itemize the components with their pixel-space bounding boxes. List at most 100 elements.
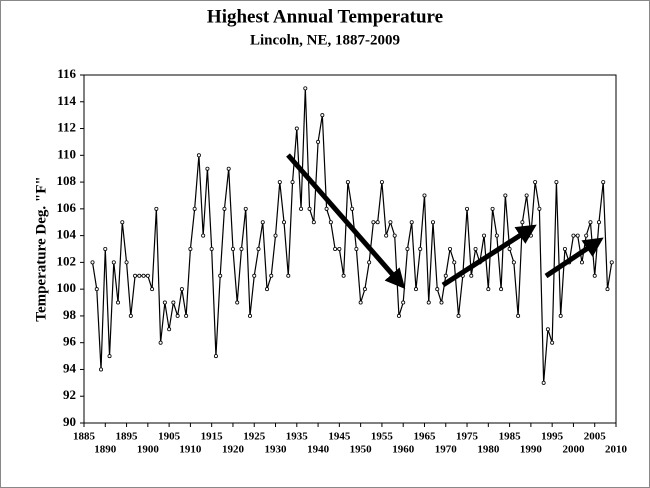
point xyxy=(145,273,150,278)
y-tick-label: 108 xyxy=(57,173,77,188)
point xyxy=(367,260,372,265)
point xyxy=(494,233,499,238)
point xyxy=(311,220,316,225)
x-tick-label: 2010 xyxy=(605,444,628,456)
x-tick-label: 1955 xyxy=(371,431,394,443)
point xyxy=(409,220,414,225)
point xyxy=(550,340,555,345)
point xyxy=(482,233,487,238)
y-tick-label: 106 xyxy=(57,200,77,215)
point xyxy=(99,367,104,372)
x-tick-label: 1910 xyxy=(179,444,202,456)
point xyxy=(111,260,116,265)
point xyxy=(345,180,350,185)
point xyxy=(265,287,270,292)
point xyxy=(465,206,470,211)
chart-title: Highest Annual Temperature xyxy=(207,6,443,27)
point xyxy=(486,287,491,292)
point xyxy=(150,287,155,292)
point xyxy=(133,273,138,278)
point xyxy=(596,220,601,225)
x-tick-label: 1980 xyxy=(477,444,500,456)
x-tick-label: 1975 xyxy=(456,431,479,443)
point xyxy=(299,206,304,211)
y-tick-label: 92 xyxy=(63,387,76,402)
point xyxy=(222,206,227,211)
point xyxy=(273,233,278,238)
point xyxy=(584,233,589,238)
point xyxy=(350,206,355,211)
y-tick-label: 100 xyxy=(57,280,77,295)
point xyxy=(94,287,99,292)
point xyxy=(337,246,342,251)
point xyxy=(303,86,308,91)
y-tick-label: 112 xyxy=(57,120,76,135)
point xyxy=(324,206,329,211)
point xyxy=(294,126,299,131)
point xyxy=(507,246,512,251)
arrow xyxy=(441,224,537,288)
point xyxy=(260,220,265,225)
point xyxy=(252,273,257,278)
point xyxy=(213,354,218,359)
point xyxy=(384,233,389,238)
point xyxy=(392,233,397,238)
x-tick-label: 1965 xyxy=(413,431,436,443)
x-tick-label: 1995 xyxy=(541,431,564,443)
point xyxy=(601,180,606,185)
point xyxy=(328,220,333,225)
point xyxy=(435,287,440,292)
point xyxy=(533,180,538,185)
point xyxy=(575,233,580,238)
x-tick-label: 1890 xyxy=(94,444,117,456)
point xyxy=(558,313,563,318)
point xyxy=(137,273,142,278)
point xyxy=(320,113,325,118)
point xyxy=(243,206,248,211)
point xyxy=(499,287,504,292)
point xyxy=(179,287,184,292)
y-tick-label: 90 xyxy=(63,414,76,429)
x-tick-label: 1905 xyxy=(158,431,181,443)
point xyxy=(247,313,252,318)
point xyxy=(290,180,295,185)
x-tick-label: 1990 xyxy=(520,444,543,456)
point xyxy=(401,300,406,305)
x-tick-label: 1960 xyxy=(392,444,415,456)
x-tick-label: 1945 xyxy=(328,431,351,443)
point xyxy=(333,246,338,251)
x-tick-label: 1925 xyxy=(243,431,266,443)
x-tick-label: 1970 xyxy=(435,444,458,456)
x-tick-label: 1920 xyxy=(222,444,245,456)
x-tick-label: 1950 xyxy=(350,444,373,456)
y-tick-label: 94 xyxy=(63,360,77,375)
point xyxy=(286,273,291,278)
point xyxy=(175,313,180,318)
point xyxy=(469,273,474,278)
point xyxy=(107,354,112,359)
arrow xyxy=(544,237,604,279)
point xyxy=(162,300,167,305)
point xyxy=(341,273,346,278)
x-tick-label: 1885 xyxy=(73,431,96,443)
point xyxy=(192,206,197,211)
point xyxy=(405,246,410,251)
point xyxy=(184,313,189,318)
point xyxy=(277,180,282,185)
x-tick-label: 1895 xyxy=(116,431,139,443)
point xyxy=(396,313,401,318)
point xyxy=(430,220,435,225)
x-tick-label: 1940 xyxy=(307,444,330,456)
point xyxy=(375,220,380,225)
y-axis-label: Temperature Deg. "F" xyxy=(33,176,49,321)
point xyxy=(358,300,363,305)
point xyxy=(524,193,529,198)
point xyxy=(171,300,176,305)
point xyxy=(158,340,163,345)
point xyxy=(605,287,610,292)
point xyxy=(371,220,376,225)
point xyxy=(209,246,214,251)
point xyxy=(579,260,584,265)
point xyxy=(154,206,159,211)
